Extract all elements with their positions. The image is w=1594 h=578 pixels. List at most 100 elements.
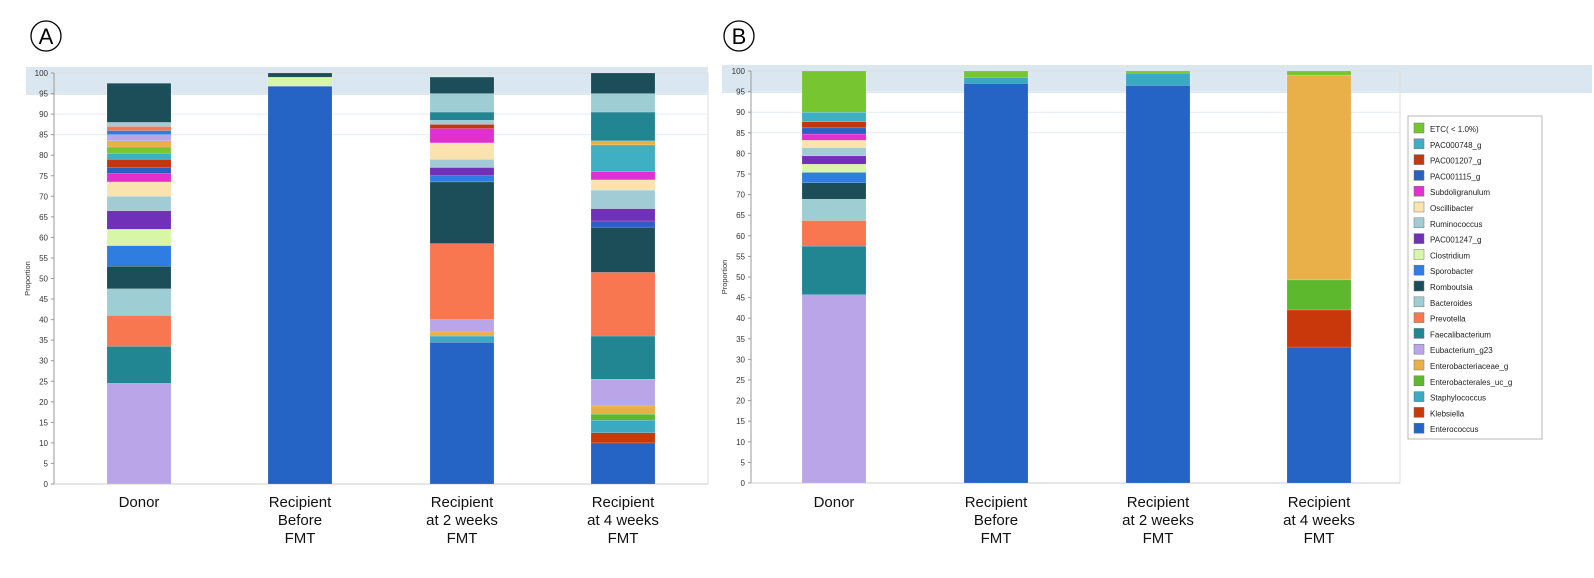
chart-b-y-tick-label: 35 [736, 335, 745, 344]
chart-a-y-tick-label: 5 [44, 459, 49, 468]
chart-b-category-label-3: at 2 weeks [1122, 512, 1194, 529]
legend-swatch-pac001247-g [1414, 234, 1424, 244]
chart-a-bar-4-segment-pac000748-g [591, 145, 655, 172]
chart-b-bar-1-segment-clostridium [802, 164, 866, 172]
panel-b-label: B [732, 24, 747, 49]
chart-a-y-tick-label: 100 [35, 69, 49, 78]
legend-label-subdoligranulum: Subdoligranulum [1430, 188, 1490, 197]
chart-a-bar-4-segment-faecalibacterium [591, 112, 655, 141]
chart-a-bar-3-segment-staphylococcus [430, 336, 494, 342]
chart-a-bar-3-segment-sporobacter [430, 176, 494, 182]
chart-b-bar-3-segment-enterococcus [1126, 85, 1190, 483]
chart-a-bar-1-segment-etc [107, 147, 171, 153]
chart-b-category-label-4: at 4 weeks [1283, 512, 1355, 529]
chart-a-y-tick-label: 45 [39, 295, 48, 304]
legend-swatch-pac000748-g [1414, 139, 1424, 149]
legend-label-sporobacter: Sporobacter [1430, 267, 1474, 276]
chart-a-bar-4-segment-romboutsia [591, 73, 655, 94]
legend-label-enterobacterales-uc-g: Enterobacterales_uc_g [1430, 378, 1512, 387]
chart-a-bar-4-segment-enterobacterales-uc-g [591, 414, 655, 420]
chart-b-bar-1-segment-subdoligranulum [802, 134, 866, 140]
chart-a-bar-4-segment-klebsiella [591, 433, 655, 443]
legend-swatch-clostridium [1414, 249, 1424, 259]
legend-label-clostridium: Clostridium [1430, 251, 1470, 260]
chart-b-y-tick-label: 30 [736, 355, 745, 364]
chart-b-bar-1-segment-sporobacter [802, 172, 866, 182]
legend-swatch-subdoligranulum [1414, 186, 1424, 196]
legend-label-prevotella: Prevotella [1430, 315, 1466, 324]
chart-a-bar-3-segment-eubacterium-g23 [430, 320, 494, 332]
chart-a-bar-1-segment-bacteroides [107, 289, 171, 316]
legend-swatch-klebsiella [1414, 407, 1424, 417]
chart-a-bar-1-segment-sporobacter [107, 131, 171, 135]
chart-b-y-axis-label: Proportion [720, 260, 729, 295]
chart-a-bar-1-segment-prevotella [107, 126, 171, 130]
legend-label-pac001115-g: PAC001115_g [1430, 172, 1480, 181]
chart-b-bar-2-segment-staphylococcus [964, 77, 1028, 83]
chart-a-bar-4-segment-enterobacteriaceae-g [591, 406, 655, 414]
chart-b-category-label-4: FMT [1304, 530, 1335, 547]
chart-a-bar-1-segment-eubacterium-g23 [107, 135, 171, 141]
legend-swatch-ruminococcus [1414, 218, 1424, 228]
chart-a-bar-3-segment-romboutsia [430, 77, 494, 93]
legend-label-eubacterium-g23: Eubacterium_g23 [1430, 346, 1493, 355]
chart-a-y-tick-label: 30 [39, 357, 48, 366]
chart-a-bar-3-segment-bacteroides [430, 94, 494, 112]
chart-a-y-tick-label: 90 [39, 110, 48, 119]
chart-a-bar-2-segment-romboutsia [268, 73, 332, 77]
chart-a-bar-3-segment-pac001247-g [430, 168, 494, 176]
chart-b-y-tick-label: 75 [736, 170, 745, 179]
panel-a-label: A [39, 24, 54, 49]
chart-a-bar-1-segment-prevotella [107, 315, 171, 346]
legend-swatch-prevotella [1414, 313, 1424, 323]
chart-a-category-label-3: Recipient [431, 494, 494, 511]
legend-swatch-romboutsia [1414, 281, 1424, 291]
chart-b-y-tick-label: 20 [736, 397, 745, 406]
chart-b-bar-4-segment-klebsiella [1287, 310, 1351, 347]
chart-a-y-tick-label: 75 [39, 172, 48, 181]
chart-a-category-label-3: at 2 weeks [426, 512, 498, 529]
legend-label-pac001207-g: PAC001207_g [1430, 157, 1481, 166]
chart-a-y-tick-label: 25 [39, 377, 48, 386]
chart-b-category-label-2: Recipient [965, 494, 1028, 511]
chart-a-bar-4-segment-bacteroides [591, 94, 655, 112]
chart-a-bar-3-segment-romboutsia [430, 182, 494, 244]
chart-a-bar-2-segment-enterococcus [268, 86, 332, 484]
chart-b-y-tick-label: 0 [741, 479, 746, 488]
legend-swatch-pac001115-g [1414, 170, 1424, 180]
chart-a-bar-1-segment-pac001115-g [107, 168, 171, 174]
chart-a-y-tick-label: 0 [44, 480, 49, 489]
chart-a-y-tick-label: 20 [39, 398, 48, 407]
chart-a-bar-4-segment-romboutsia [591, 227, 655, 272]
chart-b-y-tick-label: 45 [736, 294, 745, 303]
chart-b-category-label-4: Recipient [1288, 494, 1351, 511]
legend-swatch-enterobacteriaceae-g [1414, 360, 1424, 370]
legend-swatch-oscillibacter [1414, 202, 1424, 212]
chart-a-bar-1-segment-pac000748-g [107, 153, 171, 159]
chart-b-bar-1-segment-pac000748-g [802, 112, 866, 121]
chart-a-bar-1-segment-clostridium [107, 229, 171, 245]
chart-a-bar-3-segment-enterococcus [430, 342, 494, 484]
chart-b-bar-3-segment-staphylococcus [1126, 73, 1190, 85]
chart-b: B 0 5 10 15 20 25 30 35 40 45 50 55 60 65 70 75 80 85 90 95… [718, 0, 1594, 573]
chart-a: A 0 5 10 15 20 25 30 35 40 45 50 55 60 65 70 75 80 85 90 95… [0, 0, 730, 573]
chart-a-y-axis-label: Proportion [23, 261, 32, 296]
chart-a-y-tick-label: 35 [39, 336, 48, 345]
chart-a-category-label-2: Before [278, 512, 322, 529]
chart-b-y-tick-label: 85 [736, 129, 745, 138]
chart-a-bar-1-segment-faecalibacterium [107, 346, 171, 383]
legend-label-pac001247-g: PAC001247_g [1430, 236, 1481, 245]
legend-label-romboutsia: Romboutsia [1430, 283, 1473, 292]
chart-a-category-label-4: Recipient [592, 494, 655, 511]
legend-label-klebsiella: Klebsiella [1430, 409, 1465, 418]
chart-b-bar-1-segment-pac001115-g [802, 128, 866, 134]
chart-b-bar-1-segment-etc [802, 71, 866, 112]
chart-a-y-tick-label: 60 [39, 233, 48, 242]
chart-a-bar-4-segment-oscillibacter [591, 180, 655, 190]
chart-a-bar-1-segment-pac001247-g [107, 211, 171, 229]
chart-a-bar-4-segment-eubacterium-g23 [591, 379, 655, 406]
chart-a-y-tick-label: 80 [39, 151, 48, 160]
chart-a-bar-4-segment-ruminococcus [591, 190, 655, 208]
chart-a-bar-4-segment-pac001115-g [591, 221, 655, 227]
legend-label-staphylococcus: Staphylococcus [1430, 394, 1486, 403]
